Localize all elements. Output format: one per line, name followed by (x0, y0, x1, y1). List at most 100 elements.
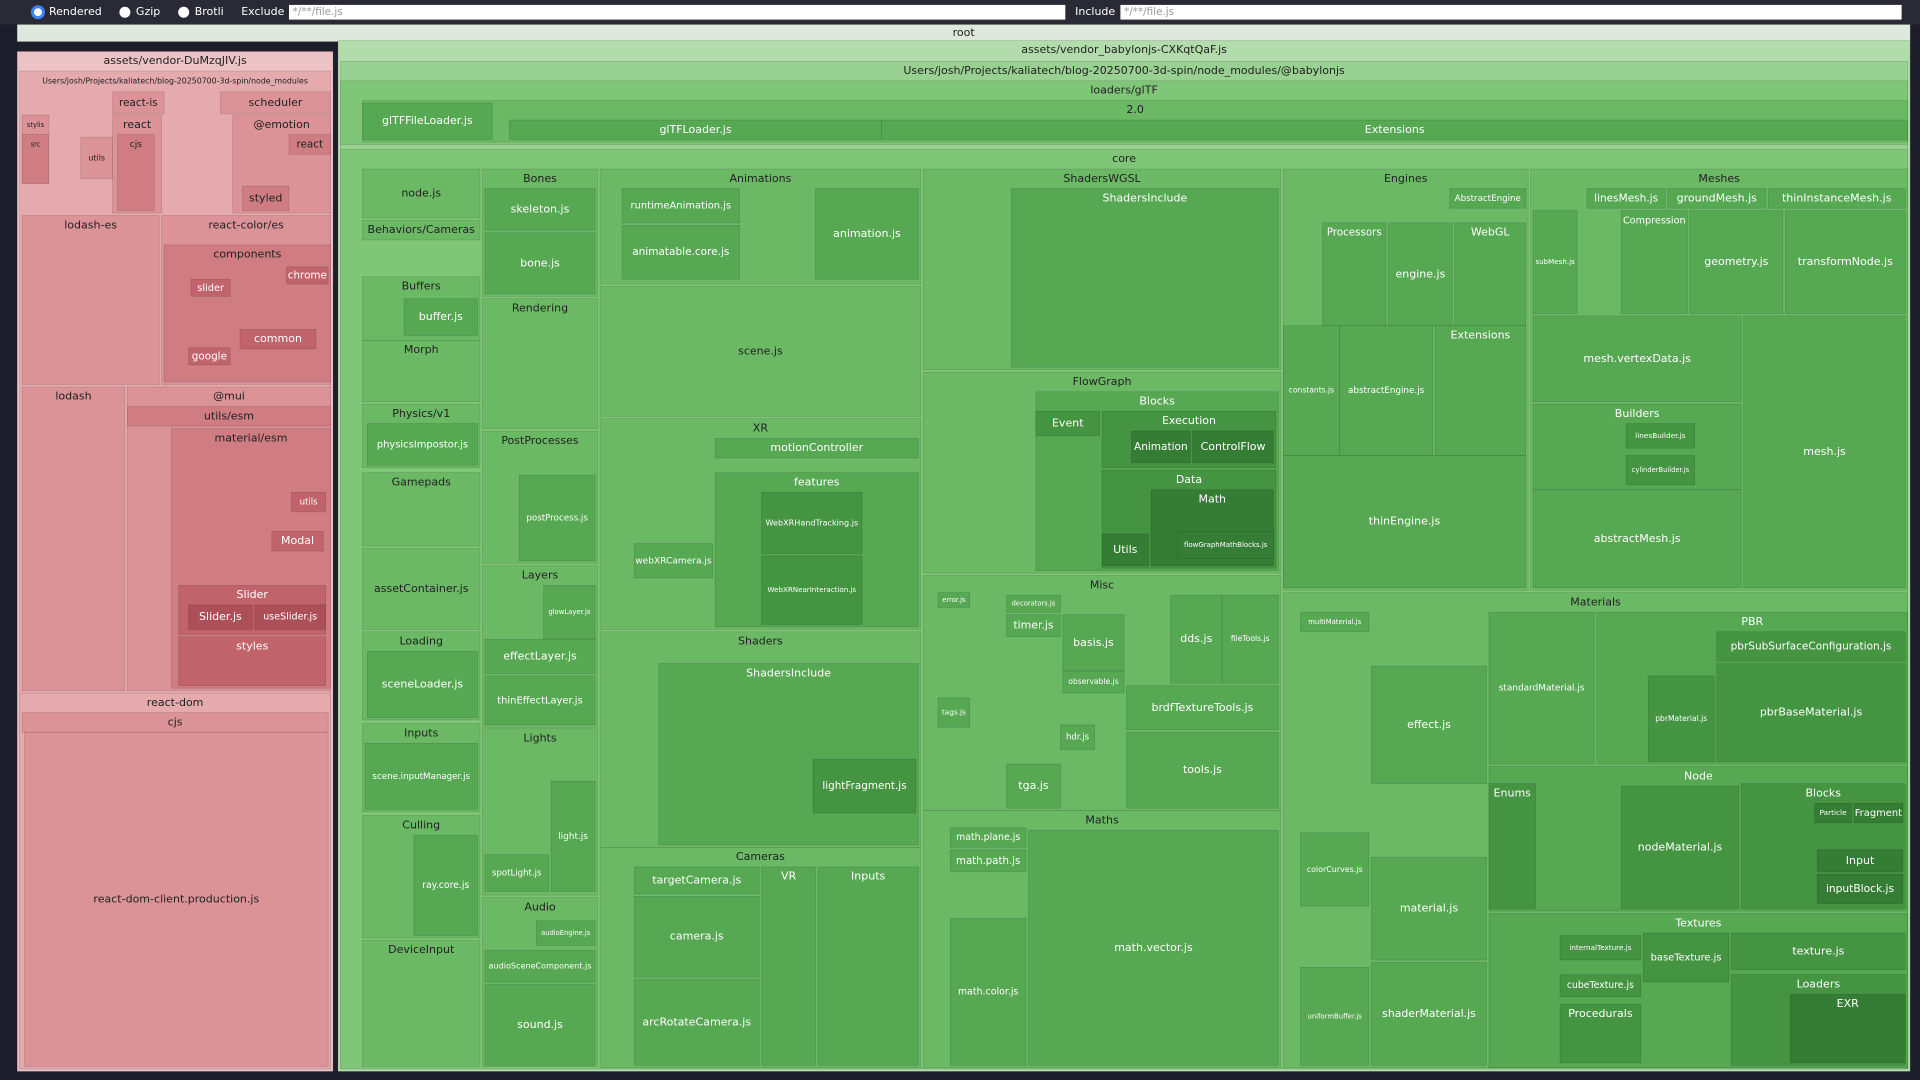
tree-node[interactable] (1716, 663, 1906, 762)
node-label[interactable]: slider (197, 283, 225, 294)
node-label[interactable]: Processors (1327, 227, 1382, 239)
node-label[interactable]: uniformBuffer.js (1308, 1012, 1363, 1020)
node-label[interactable]: Extensions (1450, 329, 1510, 342)
node-label[interactable]: multiMaterial.js (1308, 618, 1361, 626)
node-label[interactable]: Audio (524, 900, 556, 913)
node-label[interactable]: FlowGraph (1073, 375, 1132, 388)
node-label[interactable]: assets/vendor-DuMzqJIV.js (103, 54, 247, 67)
node-label[interactable]: cubeTexture.js (1567, 980, 1634, 991)
tree-node[interactable] (1221, 594, 1279, 684)
tree-node[interactable] (484, 984, 596, 1066)
node-label[interactable]: react-color/es (208, 218, 284, 231)
node-label[interactable]: node.js (401, 186, 441, 199)
node-label[interactable]: lightFragment.js (822, 780, 906, 792)
node-label[interactable]: sceneLoader.js (382, 677, 464, 690)
node-label[interactable]: utils/esm (204, 409, 254, 422)
node-label[interactable]: Users/josh/Projects/kaliatech/blog-20250… (903, 64, 1345, 77)
tree-node[interactable] (362, 340, 481, 402)
node-label[interactable]: nodeMaterial.js (1638, 840, 1723, 853)
node-label[interactable]: observable.js (1068, 677, 1118, 686)
tree-node[interactable] (1767, 188, 1906, 209)
node-label[interactable]: glowLayer.js (548, 608, 591, 616)
node-label[interactable]: ray.core.js (422, 880, 469, 891)
node-label[interactable]: math.vector.js (1114, 941, 1193, 954)
tree-node[interactable] (367, 423, 478, 466)
tree-node[interactable] (881, 119, 1909, 140)
node-label[interactable]: Builders (1615, 407, 1660, 420)
node-label[interactable]: audioEngine.js (541, 929, 591, 937)
tree-node[interactable] (1371, 665, 1487, 784)
tree-node[interactable] (633, 896, 760, 978)
node-label[interactable]: features (794, 475, 840, 488)
node-label[interactable]: DeviceInput (388, 943, 455, 956)
node-label[interactable]: abstractMesh.js (1594, 532, 1681, 545)
node-label[interactable]: internalTexture.js (1569, 943, 1631, 952)
node-label[interactable]: WebGL (1471, 226, 1511, 239)
radio[interactable] (119, 6, 131, 18)
node-label[interactable]: core (1112, 152, 1136, 165)
node-label[interactable]: lodash-es (64, 218, 117, 231)
node-label[interactable]: react-is (119, 97, 158, 109)
tree-node[interactable] (362, 168, 481, 219)
tree-node[interactable] (949, 849, 1027, 873)
node-label[interactable]: components (213, 248, 281, 261)
node-label[interactable]: Users/josh/Projects/kaliatech/blog-20250… (42, 76, 308, 85)
tree-node[interactable] (1559, 974, 1642, 998)
node-label[interactable]: Meshes (1698, 172, 1740, 185)
tree-node[interactable] (937, 592, 971, 608)
tree-node[interactable] (761, 866, 816, 1066)
node-label[interactable]: Layers (522, 569, 559, 582)
node-label[interactable]: pbrMaterial.js (1655, 714, 1707, 723)
tree-node[interactable] (1532, 210, 1578, 314)
node-label[interactable]: error.js (942, 596, 966, 604)
tree-node[interactable] (1586, 188, 1666, 209)
node-label[interactable]: Blocks (1139, 395, 1175, 408)
node-label[interactable]: inputBlock.js (1826, 882, 1894, 895)
node-label[interactable]: light.js (558, 832, 588, 842)
node-label[interactable]: Animations (729, 172, 791, 185)
tree-node[interactable] (271, 531, 324, 552)
tree-node[interactable] (1131, 430, 1191, 464)
node-label[interactable]: groundMesh.js (1677, 191, 1758, 204)
node-label[interactable]: Loading (399, 635, 442, 648)
node-label[interactable]: Animation (1134, 441, 1188, 453)
tree-node[interactable] (1625, 423, 1696, 449)
node-label[interactable]: lodash (55, 390, 91, 403)
node-label[interactable]: react-dom-client.production.js (93, 892, 259, 905)
node-label[interactable]: useSlider.js (263, 612, 317, 623)
tree-node[interactable] (949, 918, 1027, 1066)
tree-node[interactable] (1388, 222, 1453, 327)
tree-node[interactable] (484, 232, 596, 295)
node-label[interactable]: loaders/glTF (1090, 84, 1157, 97)
node-label[interactable]: scene.js (738, 344, 783, 357)
node-label[interactable]: material.js (1400, 902, 1459, 915)
node-label[interactable]: root (953, 26, 976, 39)
tree-node[interactable] (1853, 802, 1904, 824)
radio-label[interactable]: Brotli (195, 5, 224, 18)
tree-node[interactable] (1716, 631, 1906, 662)
node-label[interactable]: camera.js (670, 930, 724, 943)
node-label[interactable]: geometry.js (1704, 255, 1768, 268)
node-label[interactable]: subMesh.js (1535, 257, 1575, 266)
tree-node[interactable] (80, 136, 113, 180)
tree-node[interactable] (621, 188, 740, 224)
node-label[interactable]: Node (1684, 769, 1713, 782)
tree-node[interactable] (239, 329, 317, 350)
tree-node[interactable] (599, 286, 922, 417)
node-label[interactable]: postProcess.js (526, 513, 588, 523)
tree-node[interactable] (1339, 325, 1433, 456)
tree-node[interactable] (1785, 210, 1906, 314)
radio-label[interactable]: Gzip (136, 5, 160, 18)
node-label[interactable]: spotLight.js (492, 869, 542, 879)
node-label[interactable]: Slider.js (199, 610, 242, 623)
tree-node[interactable] (1300, 611, 1370, 633)
tree-node[interactable] (1028, 829, 1279, 1066)
node-label[interactable]: pbrBaseMaterial.js (1760, 706, 1863, 719)
tree-node[interactable] (362, 472, 481, 547)
tree-node[interactable] (242, 185, 290, 211)
node-label[interactable]: tga.js (1018, 779, 1049, 792)
node-label[interactable]: Loaders (1797, 977, 1841, 990)
tree-node[interactable] (1647, 675, 1715, 762)
tree-node[interactable] (127, 406, 331, 427)
tree-node[interactable] (658, 663, 919, 846)
